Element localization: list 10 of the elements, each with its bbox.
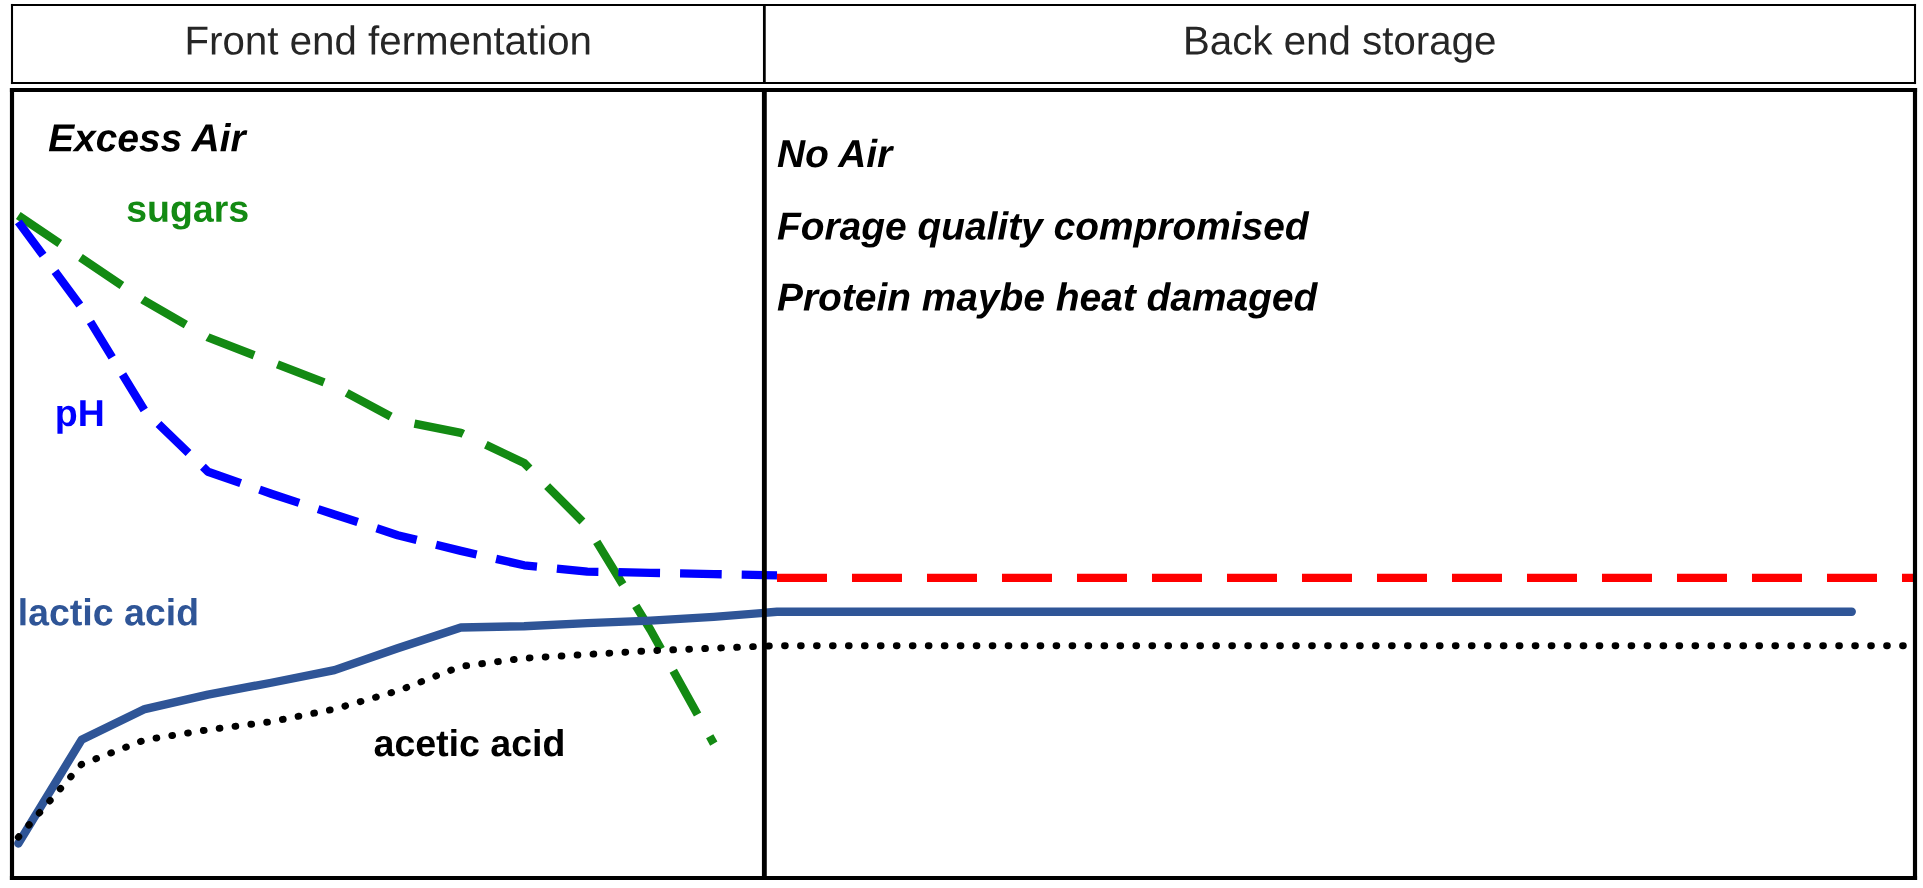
series-label: sugars <box>127 201 248 230</box>
text: Excess Air <box>48 123 248 152</box>
annotation: Protein maybe heat damaged <box>777 282 1318 319</box>
text: Front end fermentation <box>187 25 590 55</box>
series-label: pH <box>57 400 103 434</box>
annotation: Forage quality compromised <box>777 211 1310 248</box>
series-label: lactic acid <box>20 598 197 626</box>
text: Back end storage <box>1186 25 1495 63</box>
series-label: acetic acid <box>374 728 563 757</box>
text: No Air <box>777 138 894 168</box>
